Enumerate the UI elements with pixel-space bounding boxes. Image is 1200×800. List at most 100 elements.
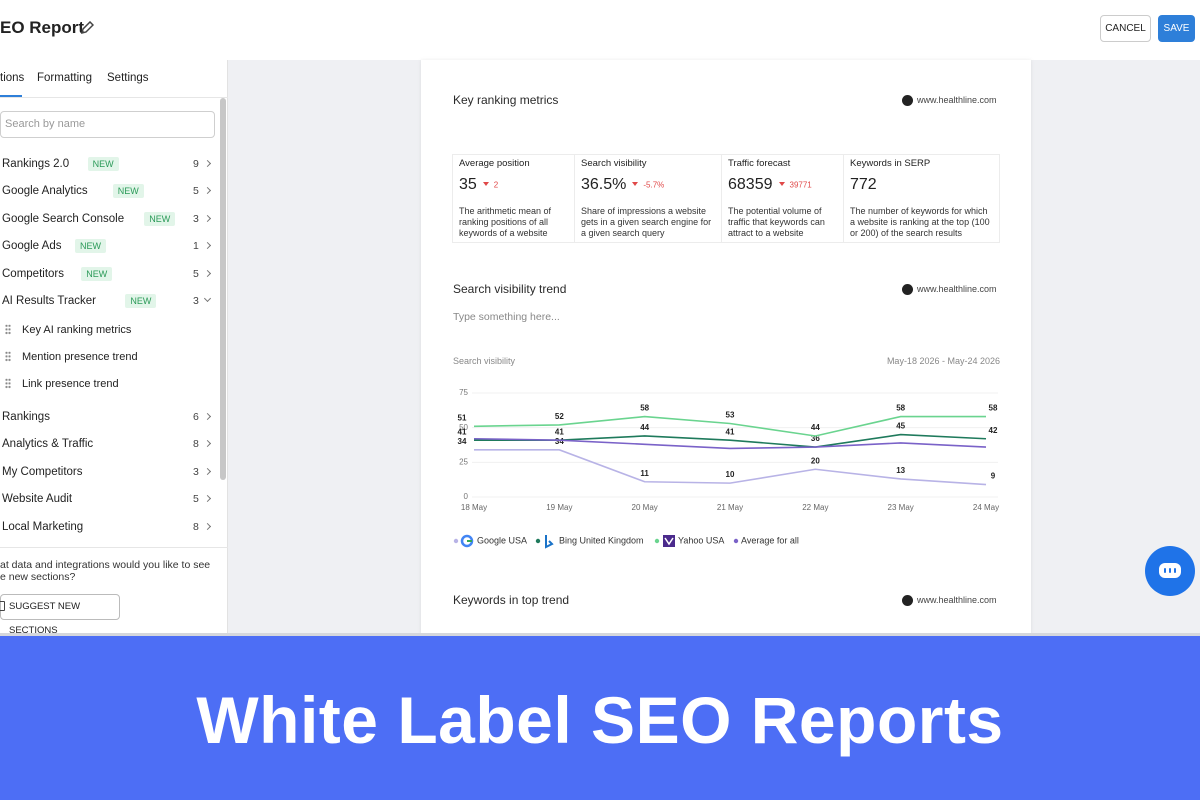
sidebar-item[interactable]: Rankings 6 <box>0 404 218 430</box>
drag-handle <box>5 378 11 389</box>
subitem-label: Key AI ranking metrics <box>22 324 132 336</box>
text-placeholder[interactable]: Type something here... <box>453 311 560 323</box>
sidebar-item[interactable]: AI Results Tracker NEW 3 <box>0 288 218 314</box>
chevron <box>203 187 212 195</box>
metrics-table <box>452 154 1000 243</box>
metric-value: 772 <box>850 176 877 194</box>
section-title: Search visibility trend <box>453 282 567 296</box>
drag-handle <box>5 324 11 335</box>
section-label: Google Ads <box>2 240 62 253</box>
source-domain: www.healthline.com <box>917 595 997 605</box>
suggest-icon <box>0 601 5 611</box>
section-label: Google Analytics <box>2 185 88 198</box>
sidebar-item[interactable]: Google Search Console NEW 3 <box>0 206 218 232</box>
section-label: Rankings <box>2 411 50 423</box>
sidebar-item[interactable]: Google Ads NEW 1 <box>0 233 218 259</box>
sidebar-item[interactable]: Website Audit 5 <box>0 486 218 512</box>
metric-label: Keywords in SERP <box>850 158 931 169</box>
metric-change: 2 <box>493 180 499 190</box>
chevron <box>203 467 212 475</box>
section-count: 5 <box>193 267 199 280</box>
new-badge: NEW <box>87 157 119 171</box>
section-count: 8 <box>193 520 199 533</box>
metric-value-text: 772 <box>850 176 877 193</box>
sidebar-item[interactable]: Google Analytics NEW 5 <box>0 178 218 204</box>
new-badge: NEW <box>81 266 113 281</box>
metric-label: Search visibility <box>581 158 647 169</box>
sidebar-subitem[interactable]: Key AI ranking metrics <box>0 317 218 343</box>
metric-label: Average position <box>459 158 530 169</box>
scrollbar <box>220 98 226 480</box>
sidebar-item[interactable]: Rankings 2.0 NEW 9 <box>0 151 218 177</box>
save-button[interactable]: SAVE <box>1158 15 1195 42</box>
section-label: AI Results Tracker <box>2 295 96 307</box>
metric-description: The potential volume of traffic that key… <box>728 206 825 238</box>
section-count: 1 <box>193 240 199 253</box>
metric-value-text: 35 <box>459 176 477 193</box>
down-arrow <box>482 182 489 187</box>
section-count: 3 <box>193 465 199 478</box>
section-count: 5 <box>193 493 199 506</box>
divider <box>0 633 1200 636</box>
banner-title: White Label SEO Reports <box>196 683 1004 757</box>
report-title[interactable]: EO Report <box>0 18 85 37</box>
report-page <box>421 60 1031 634</box>
section-count: 8 <box>193 438 199 451</box>
chevron <box>203 269 212 277</box>
drag-handle <box>5 351 11 362</box>
section-count: 3 <box>193 295 199 307</box>
subitem-label: Mention presence trend <box>22 351 138 363</box>
tabs-divider <box>0 97 228 98</box>
date-range: May-18 2026 - May-24 2026 <box>886 356 1000 366</box>
metric-change: -5.7% <box>643 180 665 190</box>
tab[interactable]: tions <box>0 72 25 84</box>
section-label: Competitors <box>2 267 64 280</box>
section-label: Local Marketing <box>2 520 84 533</box>
metric-divider <box>721 155 722 242</box>
metric-value-text: 68359 <box>728 176 773 193</box>
sidebar-item[interactable]: My Competitors 3 <box>0 459 218 485</box>
chevron <box>203 294 212 303</box>
section-count: 6 <box>193 411 199 423</box>
new-badge: NEW <box>144 211 176 226</box>
chevron <box>203 412 212 421</box>
cancel-button[interactable]: CANCEL <box>1100 15 1151 42</box>
suggest-button[interactable]: SUGGEST NEW SECTIONS <box>0 594 120 636</box>
section-title: Keywords in top trend <box>453 593 570 607</box>
tab[interactable]: Settings <box>107 72 149 84</box>
sidebar-item[interactable]: Local Marketing 8 <box>0 514 218 540</box>
chevron <box>203 522 212 530</box>
top-bar <box>0 0 1200 60</box>
sidebar-subitem[interactable]: Mention presence trend <box>0 344 218 370</box>
tab[interactable]: Formatting <box>37 72 92 84</box>
new-badge: NEW <box>75 239 106 254</box>
chevron <box>203 440 212 448</box>
sidebar-item[interactable]: Analytics & Traffic 8 <box>0 431 218 457</box>
chevron <box>203 214 212 222</box>
section-label: Rankings 2.0 <box>2 158 70 170</box>
down-arrow <box>632 182 639 187</box>
new-badge: NEW <box>125 294 157 308</box>
metric-divider <box>574 155 575 242</box>
subitem-label: Link presence trend <box>22 378 119 390</box>
metric-divider <box>843 155 844 242</box>
down-arrow <box>778 182 785 187</box>
metric-description: The number of keywords for which a websi… <box>850 206 990 238</box>
sidebar-divider <box>0 547 228 548</box>
source-icon <box>902 595 913 606</box>
metric-label: Traffic forecast <box>728 158 791 169</box>
metric-value-text: 36.5% <box>581 176 627 193</box>
chat-button[interactable] <box>1144 545 1196 597</box>
sidebar-item[interactable]: Competitors NEW 5 <box>0 261 218 287</box>
sidebar-subitem[interactable]: Link presence trend <box>0 371 218 397</box>
active-tab-underline <box>0 95 22 97</box>
edit-icon[interactable] <box>80 21 94 35</box>
metric-value: 68359 39771 <box>728 176 812 194</box>
metric-value: 36.5% -5.7% <box>581 176 664 194</box>
metric-value: 35 2 <box>459 176 498 194</box>
search-input[interactable]: Search by name <box>0 111 215 138</box>
source-domain: www.healthline.com <box>917 284 997 294</box>
section-count: 9 <box>193 158 199 170</box>
y-axis-title: Search visibility <box>453 356 516 366</box>
